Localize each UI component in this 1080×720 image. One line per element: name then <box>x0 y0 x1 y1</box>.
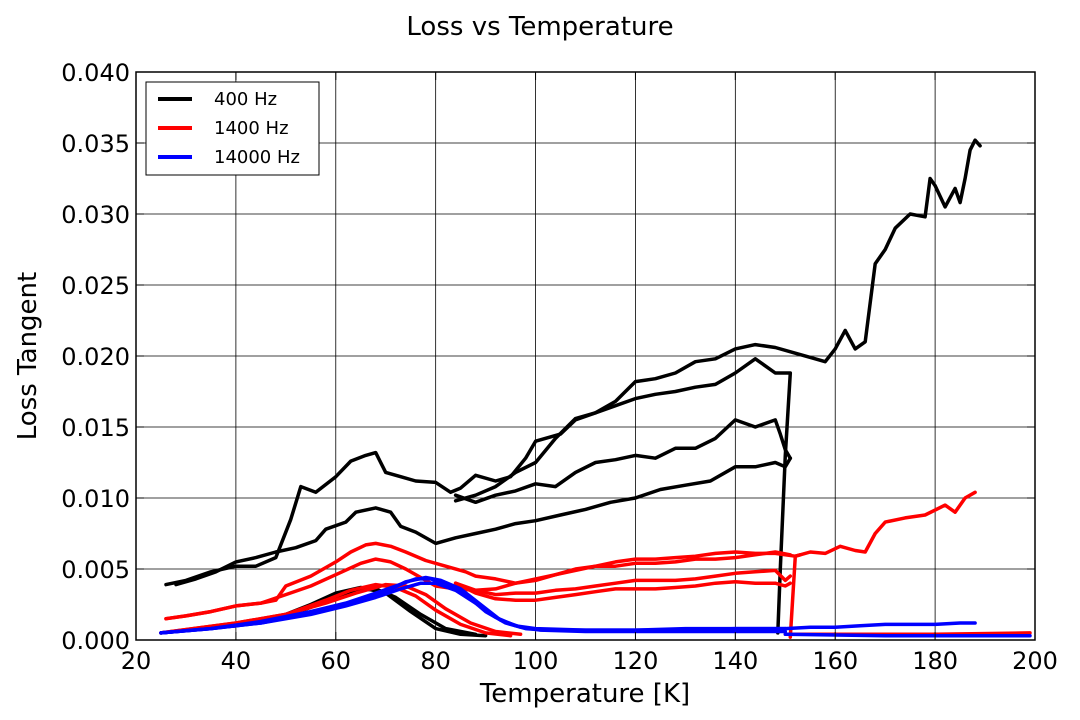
series-curve <box>159 575 788 635</box>
x-tick-label: 20 <box>121 647 152 675</box>
y-tick-label: 0.035 <box>61 130 130 158</box>
series-14000-hz <box>159 575 1032 638</box>
legend-label: 400 Hz <box>214 89 277 110</box>
series-curve <box>174 456 793 587</box>
legend-label: 1400 Hz <box>214 118 289 139</box>
chart-title: Loss vs Temperature <box>406 12 673 42</box>
y-tick-label: 0.005 <box>61 556 130 584</box>
x-tick-label: 120 <box>613 647 659 675</box>
series-400-hz <box>159 138 982 638</box>
series-curve <box>164 490 977 621</box>
x-tick-label: 200 <box>1012 647 1058 675</box>
y-tick-label: 0.040 <box>61 59 130 87</box>
series-curve <box>164 550 793 621</box>
axis-ticks: 20 40 60 80 100 120 140 160 180 200 0.000 0.005 0.01… <box>61 59 1058 675</box>
x-tick-label: 140 <box>712 647 758 675</box>
legend-label: 14000 Hz <box>214 147 300 168</box>
y-tick-label: 0.000 <box>61 627 130 655</box>
y-tick-label: 0.020 <box>61 343 130 371</box>
x-tick-label: 180 <box>912 647 958 675</box>
series-curve <box>453 357 793 635</box>
series-curve <box>453 580 793 602</box>
series-curve <box>453 418 793 505</box>
x-tick-label: 160 <box>812 647 858 675</box>
x-tick-label: 40 <box>221 647 252 675</box>
y-tick-label: 0.015 <box>61 414 130 442</box>
series-curve <box>788 553 803 639</box>
x-tick-label: 80 <box>420 647 451 675</box>
y-axis-label: Loss Tangent <box>13 272 43 440</box>
series-curve <box>453 568 793 597</box>
legend: 400 Hz 1400 Hz 14000 Hz <box>145 81 320 176</box>
series-curve <box>783 632 1032 638</box>
series-curve <box>783 621 977 631</box>
x-tick-label: 60 <box>321 647 352 675</box>
y-tick-label: 0.010 <box>61 485 130 513</box>
y-tick-label: 0.030 <box>61 201 130 229</box>
x-tick-label: 100 <box>513 647 559 675</box>
plot-curves <box>159 138 1032 639</box>
x-axis-label: Temperature [K] <box>479 679 690 709</box>
y-tick-label: 0.025 <box>61 272 130 300</box>
series-curve <box>164 138 982 587</box>
